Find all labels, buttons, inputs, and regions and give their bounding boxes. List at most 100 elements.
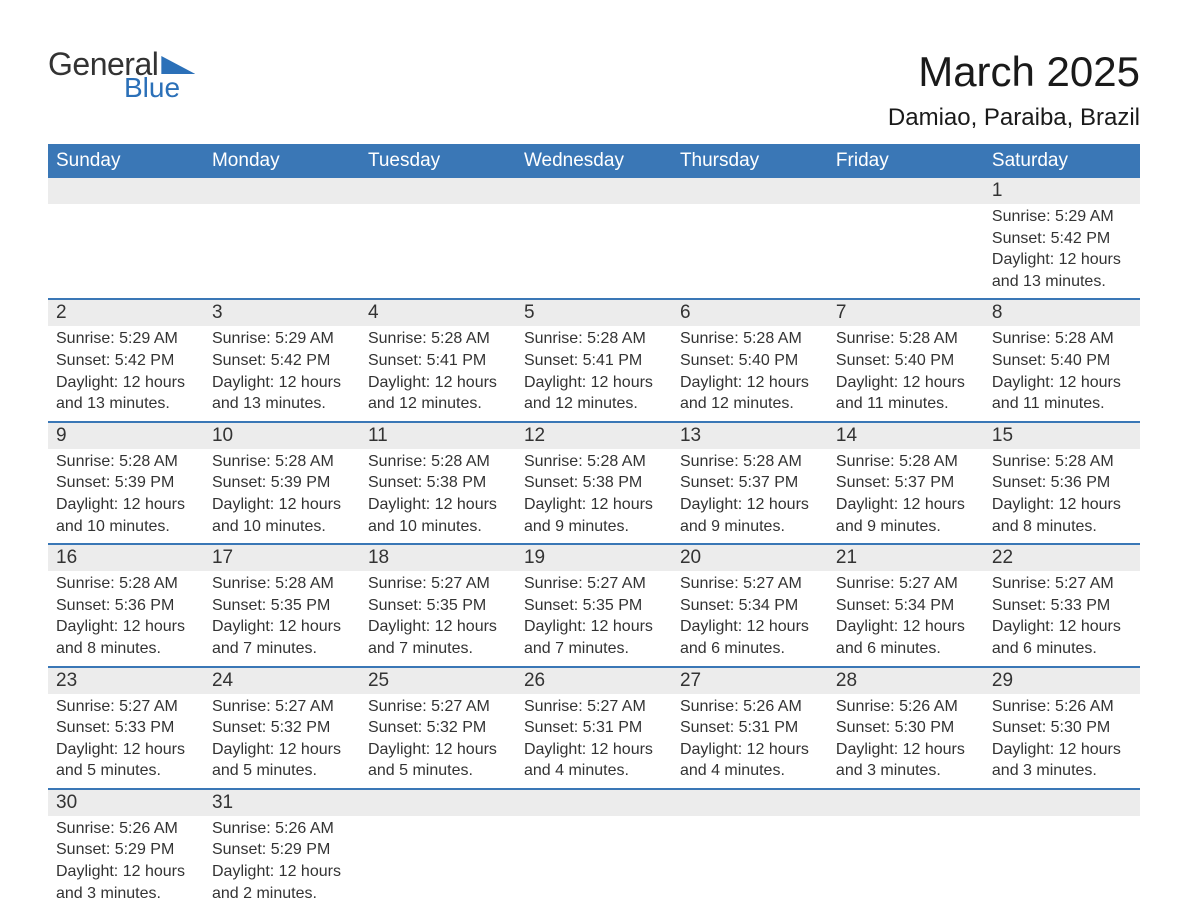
day-number: 25: [360, 668, 516, 694]
day-cell: [360, 788, 516, 910]
sunrise-text: Sunrise: 5:28 AM: [368, 451, 508, 473]
day-number: 17: [204, 545, 360, 571]
daylight-text: Daylight: 12 hours and 9 minutes.: [524, 494, 664, 537]
daylight-text: Daylight: 12 hours and 10 minutes.: [368, 494, 508, 537]
sunset-text: Sunset: 5:39 PM: [212, 472, 352, 494]
sunrise-text: Sunrise: 5:29 AM: [212, 328, 352, 350]
sunrise-text: Sunrise: 5:28 AM: [212, 451, 352, 473]
sunset-text: Sunset: 5:42 PM: [992, 228, 1132, 250]
day-cell: 10Sunrise: 5:28 AMSunset: 5:39 PMDayligh…: [204, 421, 360, 543]
sunset-text: Sunset: 5:42 PM: [212, 350, 352, 372]
day-cell: 25Sunrise: 5:27 AMSunset: 5:32 PMDayligh…: [360, 666, 516, 788]
day-number: 2: [48, 300, 204, 326]
sunrise-text: Sunrise: 5:26 AM: [992, 696, 1132, 718]
daylight-text: Daylight: 12 hours and 12 minutes.: [680, 372, 820, 415]
daylight-text: Daylight: 12 hours and 4 minutes.: [524, 739, 664, 782]
sunrise-text: Sunrise: 5:28 AM: [680, 328, 820, 350]
sunset-text: Sunset: 5:40 PM: [992, 350, 1132, 372]
sunset-text: Sunset: 5:30 PM: [992, 717, 1132, 739]
day-number: 27: [672, 668, 828, 694]
day-number: 12: [516, 423, 672, 449]
sunset-text: Sunset: 5:35 PM: [368, 595, 508, 617]
daylight-text: Daylight: 12 hours and 11 minutes.: [836, 372, 976, 415]
day-number: 13: [672, 423, 828, 449]
day-number: 3: [204, 300, 360, 326]
page-title: March 2025: [888, 48, 1140, 96]
day-cell: 29Sunrise: 5:26 AMSunset: 5:30 PMDayligh…: [984, 666, 1140, 788]
day-number: [360, 178, 516, 204]
sunset-text: Sunset: 5:40 PM: [836, 350, 976, 372]
logo-sail-icon: [161, 56, 195, 74]
page-subtitle: Damiao, Paraiba, Brazil: [888, 104, 1140, 132]
day-cell: 4Sunrise: 5:28 AMSunset: 5:41 PMDaylight…: [360, 298, 516, 420]
daylight-text: Daylight: 12 hours and 6 minutes.: [836, 616, 976, 659]
day-number: 15: [984, 423, 1140, 449]
sunset-text: Sunset: 5:34 PM: [836, 595, 976, 617]
day-number: 7: [828, 300, 984, 326]
daylight-text: Daylight: 12 hours and 7 minutes.: [524, 616, 664, 659]
calendar-header: SundayMondayTuesdayWednesdayThursdayFrid…: [48, 144, 1140, 178]
day-number: 18: [360, 545, 516, 571]
sunset-text: Sunset: 5:41 PM: [524, 350, 664, 372]
daylight-text: Daylight: 12 hours and 10 minutes.: [56, 494, 196, 537]
sunrise-text: Sunrise: 5:27 AM: [836, 573, 976, 595]
calendar-week: 1Sunrise: 5:29 AMSunset: 5:42 PMDaylight…: [48, 178, 1140, 298]
day-number: [204, 178, 360, 204]
sunset-text: Sunset: 5:29 PM: [56, 839, 196, 861]
day-number: [672, 790, 828, 816]
daylight-text: Daylight: 12 hours and 5 minutes.: [212, 739, 352, 782]
sunset-text: Sunset: 5:34 PM: [680, 595, 820, 617]
day-cell: [672, 788, 828, 910]
daylight-text: Daylight: 12 hours and 10 minutes.: [212, 494, 352, 537]
day-number: 24: [204, 668, 360, 694]
sunrise-text: Sunrise: 5:27 AM: [524, 696, 664, 718]
day-number: 1: [984, 178, 1140, 204]
day-cell: 7Sunrise: 5:28 AMSunset: 5:40 PMDaylight…: [828, 298, 984, 420]
sunrise-text: Sunrise: 5:28 AM: [992, 451, 1132, 473]
sunset-text: Sunset: 5:38 PM: [368, 472, 508, 494]
sunrise-text: Sunrise: 5:27 AM: [680, 573, 820, 595]
daylight-text: Daylight: 12 hours and 7 minutes.: [212, 616, 352, 659]
sunrise-text: Sunrise: 5:27 AM: [212, 696, 352, 718]
sunset-text: Sunset: 5:29 PM: [212, 839, 352, 861]
day-cell: 28Sunrise: 5:26 AMSunset: 5:30 PMDayligh…: [828, 666, 984, 788]
day-cell: 31Sunrise: 5:26 AMSunset: 5:29 PMDayligh…: [204, 788, 360, 910]
sunrise-text: Sunrise: 5:28 AM: [524, 451, 664, 473]
sunrise-text: Sunrise: 5:28 AM: [836, 328, 976, 350]
calendar-week: 2Sunrise: 5:29 AMSunset: 5:42 PMDaylight…: [48, 298, 1140, 420]
sunset-text: Sunset: 5:37 PM: [836, 472, 976, 494]
daylight-text: Daylight: 12 hours and 9 minutes.: [680, 494, 820, 537]
sunrise-text: Sunrise: 5:28 AM: [992, 328, 1132, 350]
sunset-text: Sunset: 5:39 PM: [56, 472, 196, 494]
sunrise-text: Sunrise: 5:28 AM: [212, 573, 352, 595]
day-header: Thursday: [672, 144, 828, 178]
day-header: Sunday: [48, 144, 204, 178]
sunset-text: Sunset: 5:31 PM: [680, 717, 820, 739]
day-cell: [672, 178, 828, 298]
day-cell: [48, 178, 204, 298]
day-number: [516, 178, 672, 204]
daylight-text: Daylight: 12 hours and 5 minutes.: [368, 739, 508, 782]
day-number: 9: [48, 423, 204, 449]
sunset-text: Sunset: 5:31 PM: [524, 717, 664, 739]
calendar-week: 16Sunrise: 5:28 AMSunset: 5:36 PMDayligh…: [48, 543, 1140, 665]
day-cell: 14Sunrise: 5:28 AMSunset: 5:37 PMDayligh…: [828, 421, 984, 543]
sunrise-text: Sunrise: 5:28 AM: [56, 451, 196, 473]
day-number: 28: [828, 668, 984, 694]
day-cell: 1Sunrise: 5:29 AMSunset: 5:42 PMDaylight…: [984, 178, 1140, 298]
sunset-text: Sunset: 5:33 PM: [992, 595, 1132, 617]
day-cell: 18Sunrise: 5:27 AMSunset: 5:35 PMDayligh…: [360, 543, 516, 665]
sunrise-text: Sunrise: 5:27 AM: [992, 573, 1132, 595]
daylight-text: Daylight: 12 hours and 6 minutes.: [680, 616, 820, 659]
sunrise-text: Sunrise: 5:27 AM: [524, 573, 664, 595]
sunrise-text: Sunrise: 5:29 AM: [56, 328, 196, 350]
sunrise-text: Sunrise: 5:26 AM: [212, 818, 352, 840]
sunset-text: Sunset: 5:35 PM: [524, 595, 664, 617]
daylight-text: Daylight: 12 hours and 7 minutes.: [368, 616, 508, 659]
day-cell: 17Sunrise: 5:28 AMSunset: 5:35 PMDayligh…: [204, 543, 360, 665]
day-number: 4: [360, 300, 516, 326]
day-number: 21: [828, 545, 984, 571]
day-cell: [360, 178, 516, 298]
sunrise-text: Sunrise: 5:27 AM: [368, 696, 508, 718]
day-number: [516, 790, 672, 816]
